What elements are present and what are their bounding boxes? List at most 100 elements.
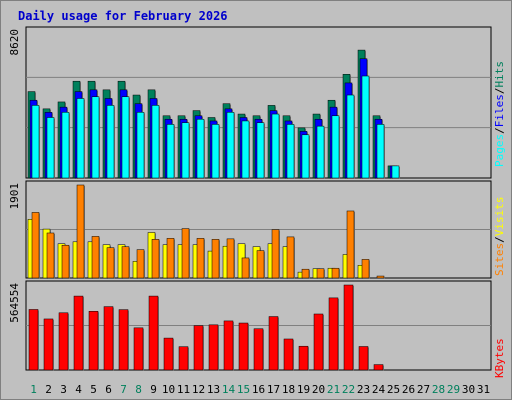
kbytes-bar — [133, 327, 144, 371]
kbytes-bar — [343, 284, 354, 371]
sites-bar — [166, 238, 175, 279]
pages-bar — [61, 112, 70, 179]
pages-bar — [331, 115, 340, 179]
kbytes-bar — [193, 325, 204, 371]
sites-bar — [316, 268, 325, 279]
legend-entry: Visits — [493, 197, 506, 237]
kbytes-bar — [268, 316, 279, 371]
legend-entry: Sites — [493, 243, 506, 276]
pages-bar — [166, 124, 175, 179]
sites-bar — [226, 238, 235, 279]
pages-bar — [271, 113, 280, 179]
legend-entry: / — [493, 127, 506, 134]
kbytes-bar — [148, 295, 159, 371]
kbytes-bar — [298, 345, 309, 371]
kbytes-bar — [88, 311, 99, 371]
legend-entry: Pages — [493, 134, 506, 167]
x-tick-label: 17 — [267, 383, 280, 396]
x-tick-label: 2 — [45, 383, 52, 396]
x-tick-label: 13 — [207, 383, 220, 396]
sites-bar — [181, 228, 190, 279]
sites-bar — [361, 259, 370, 279]
kbytes-bar — [328, 297, 339, 371]
kbytes-bar — [238, 322, 249, 371]
kbytes-bar — [223, 320, 234, 371]
sites-bar — [211, 239, 220, 279]
pages-bar — [196, 118, 205, 179]
x-tick-label: 18 — [282, 383, 295, 396]
pages-bar — [151, 105, 160, 179]
x-tick-label: 9 — [150, 383, 157, 396]
x-tick-label: 23 — [357, 383, 370, 396]
x-tick-label: 20 — [312, 383, 325, 396]
x-tick-label: 31 — [477, 383, 490, 396]
kbytes-bar — [313, 313, 324, 371]
chart-panels: 8620 1901 564554 — [8, 26, 492, 371]
pages-bar — [31, 105, 40, 179]
pages-bar — [346, 94, 355, 179]
sites-bar — [91, 236, 100, 279]
sites-bar — [241, 257, 250, 279]
x-tick-label: 10 — [162, 383, 175, 396]
y-max-label: 564554 — [8, 283, 21, 323]
x-tick-label: 26 — [402, 383, 415, 396]
sites-bar — [256, 250, 265, 279]
x-tick-label: 25 — [387, 383, 400, 396]
sites-bar — [301, 268, 310, 279]
pages-bar — [121, 96, 130, 179]
x-tick-label: 30 — [462, 383, 475, 396]
pages-bar — [226, 112, 235, 179]
pages-bar — [286, 124, 295, 179]
sites-bar — [196, 238, 205, 279]
sites-bar — [151, 239, 160, 279]
legend-sites-visits: Sites/Visits — [493, 197, 506, 277]
sites-bar — [376, 275, 385, 279]
pages-bar — [361, 75, 370, 179]
x-tick-label: 15 — [237, 383, 250, 396]
sites-bar — [286, 236, 295, 279]
pages-bar — [211, 124, 220, 179]
kbytes-bar — [208, 324, 219, 371]
kbytes-bar — [358, 346, 369, 371]
pages-bar — [46, 117, 55, 179]
pages-bar — [316, 125, 325, 179]
kbytes-bar — [43, 318, 54, 371]
legend-hits-files-pages-text: Pages/Files/Hits — [493, 61, 506, 167]
legend-sites-visits-text: Sites/Visits — [493, 197, 506, 277]
sites-bar — [331, 267, 340, 279]
chart-title: Daily usage for February 2026 — [18, 9, 228, 23]
legend-entry: / — [493, 236, 506, 243]
x-tick-label: 11 — [177, 383, 190, 396]
kbytes-bar — [58, 312, 69, 371]
x-tick-label: 4 — [75, 383, 82, 396]
legend-kbytes-text: KBytes — [493, 338, 506, 378]
legend-hits-files-pages: Pages/Files/Hits — [493, 61, 506, 167]
kbytes-bar — [73, 295, 84, 371]
x-tick-label: 3 — [60, 383, 67, 396]
pages-bar — [256, 122, 265, 179]
kbytes-bar — [103, 306, 114, 371]
x-tick-label: 29 — [447, 383, 460, 396]
sites-bar — [121, 246, 130, 279]
sites-bar — [346, 210, 355, 279]
kbytes-bar — [283, 338, 294, 371]
pages-bar — [76, 98, 85, 179]
x-tick-label: 28 — [432, 383, 445, 396]
pages-bar — [391, 165, 400, 179]
x-tick-label: 22 — [342, 383, 355, 396]
x-axis-ticks: 1 2 3 4 5 6 7 8 9 10 11 12 13 14 15 16 17 18 19 20 21 22 23 24 2… — [30, 383, 490, 396]
sites-bar — [271, 229, 280, 279]
x-tick-label: 7 — [120, 383, 127, 396]
x-tick-label: 16 — [252, 383, 265, 396]
sites-bar — [76, 184, 85, 279]
y-max-label: 1901 — [8, 183, 21, 210]
x-tick-label: 24 — [372, 383, 386, 396]
pages-bar — [181, 122, 190, 179]
legend-entry: Hits — [493, 61, 506, 88]
sites-bar — [31, 212, 40, 279]
pages-bar — [136, 112, 145, 179]
sites-bar — [106, 247, 115, 279]
